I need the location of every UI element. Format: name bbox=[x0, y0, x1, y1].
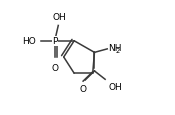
Text: NH: NH bbox=[108, 44, 122, 53]
Text: O: O bbox=[79, 84, 86, 93]
Text: OH: OH bbox=[108, 82, 122, 91]
Text: 2: 2 bbox=[116, 48, 120, 54]
Text: O: O bbox=[51, 63, 58, 72]
Text: OH: OH bbox=[52, 13, 66, 22]
Text: HO: HO bbox=[22, 37, 36, 46]
Text: P: P bbox=[52, 37, 58, 46]
